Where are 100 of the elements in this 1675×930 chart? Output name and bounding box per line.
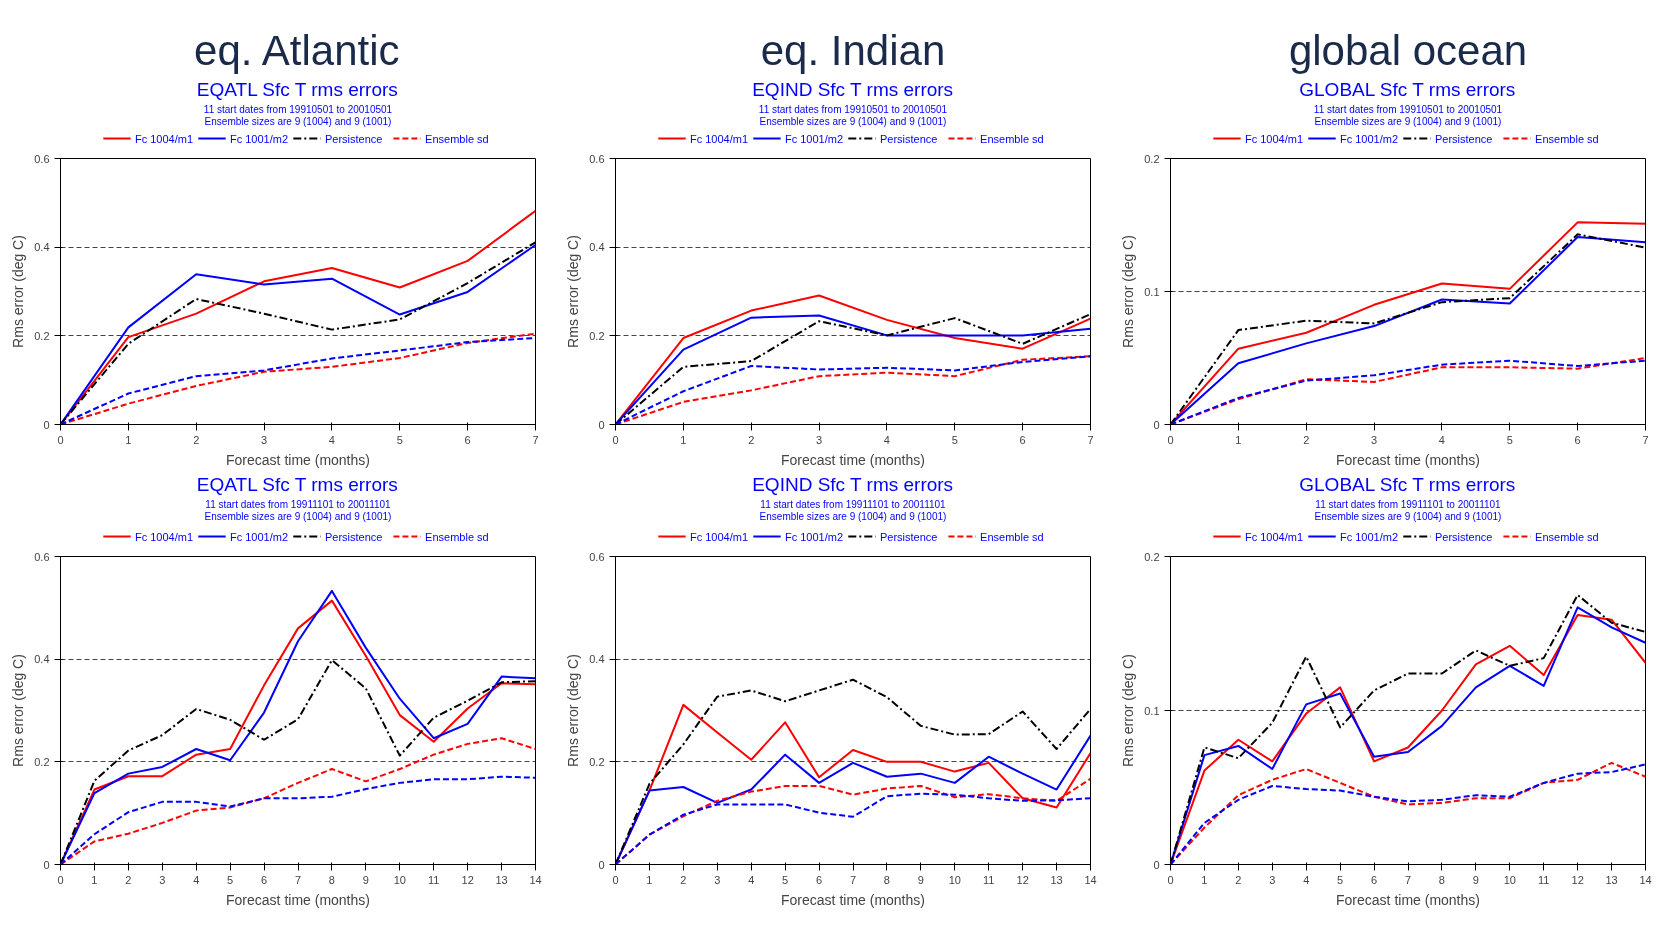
chart-title: EQATL Sfc T rms errors bbox=[196, 79, 398, 100]
x-tick-label: 7 bbox=[294, 873, 302, 886]
x-tick-label: 11 bbox=[1538, 873, 1550, 886]
chart-title: EQATL Sfc T rms errors bbox=[196, 474, 398, 495]
x-tick-label: 2 bbox=[680, 873, 687, 886]
chart-subtitle: 11 start dates from 19910501 to 20010501 Ensemble sizes are 9 (1004) and 9 (1001) bbox=[203, 104, 393, 127]
legend-label: Persistence bbox=[879, 530, 938, 543]
x-tick-label: 3 bbox=[1269, 873, 1276, 886]
x-tick-label: 4 bbox=[328, 433, 335, 446]
x-tick-label: 14 bbox=[529, 873, 542, 886]
x-tick-label: 5 bbox=[951, 433, 958, 446]
y-tick-label: 0.4 bbox=[589, 653, 605, 666]
x-axis-title: Forecast time (months) bbox=[781, 891, 925, 908]
x-tick-label: 11 bbox=[983, 873, 995, 886]
y-axis-title: Rms error (deg C) bbox=[565, 654, 582, 767]
y-tick-label: 0.6 bbox=[34, 152, 50, 165]
text: eq. Atlantic bbox=[194, 27, 400, 74]
legend-label: Fc 1001/m2 bbox=[784, 132, 844, 145]
x-tick-label: 5 bbox=[782, 873, 789, 886]
chart-subtitle: 11 start dates from 19911101 to 20011101 Ensemble sizes are 9 (1004) and 9 (1001) bbox=[1314, 499, 1502, 522]
y-axis-title: Rms error (deg C) bbox=[10, 235, 27, 348]
x-tick-label: 10 bbox=[948, 873, 961, 886]
legend-label: Fc 1004/m1 bbox=[134, 132, 194, 145]
text: global ocean bbox=[1288, 27, 1528, 74]
x-tick-label: 1 bbox=[125, 433, 132, 446]
legend-label: Ensemble sd bbox=[1535, 530, 1599, 543]
x-tick-label: 1 bbox=[91, 873, 98, 886]
x-tick-label: 5 bbox=[1506, 433, 1513, 446]
x-tick-label: 3 bbox=[1371, 433, 1378, 446]
x-tick-label: 1 bbox=[1235, 433, 1242, 446]
x-tick-label: 4 bbox=[748, 873, 755, 886]
x-tick-label: 2 bbox=[1235, 873, 1242, 886]
x-tick-label: 2 bbox=[193, 433, 200, 446]
y-tick-label: 0.4 bbox=[34, 241, 50, 254]
y-tick-label: 0.2 bbox=[1144, 152, 1160, 165]
y-tick-label: 0 bbox=[1153, 858, 1160, 871]
x-tick-label: 4 bbox=[883, 433, 890, 446]
x-tick-label: 5 bbox=[396, 433, 403, 446]
x-tick-label: 9 bbox=[362, 873, 369, 886]
legend-label: Fc 1004/m1 bbox=[134, 530, 194, 543]
legend-label: Ensemble sd bbox=[1535, 132, 1599, 145]
y-tick-label: 0.6 bbox=[34, 550, 50, 563]
y-tick-label: 0.2 bbox=[589, 755, 605, 768]
y-tick-label: 0 bbox=[598, 858, 605, 871]
legend-label: Fc 1001/m2 bbox=[229, 530, 289, 543]
legend-label: Ensemble sd bbox=[980, 132, 1044, 145]
x-tick-label: 0 bbox=[612, 873, 619, 886]
y-tick-label: 0 bbox=[598, 418, 605, 431]
x-tick-label: 10 bbox=[393, 873, 406, 886]
y-tick-label: 0 bbox=[1153, 418, 1160, 431]
chart-title: EQIND Sfc T rms errors bbox=[752, 474, 954, 495]
x-tick-label: 1 bbox=[680, 433, 687, 446]
y-tick-label: 0.2 bbox=[1144, 550, 1160, 563]
x-tick-label: 11 bbox=[428, 873, 440, 886]
legend-label: Persistence bbox=[879, 132, 938, 145]
legend-label: Fc 1004/m1 bbox=[689, 530, 749, 543]
x-tick-label: 5 bbox=[227, 873, 234, 886]
x-tick-label: 9 bbox=[917, 873, 924, 886]
x-axis-title: Forecast time (months) bbox=[781, 451, 925, 468]
legend-label: Fc 1001/m2 bbox=[1339, 132, 1399, 145]
x-tick-label: 5 bbox=[1337, 873, 1344, 886]
legend-label: Persistence bbox=[324, 132, 383, 145]
chart-subtitle: 11 start dates from 19911101 to 20011101 Ensemble sizes are 9 (1004) and 9 (1001) bbox=[759, 499, 947, 522]
legend-label: Ensemble sd bbox=[980, 530, 1044, 543]
x-tick-label: 14 bbox=[1639, 873, 1652, 886]
x-tick-label: 10 bbox=[1503, 873, 1516, 886]
x-tick-label: 14 bbox=[1084, 873, 1097, 886]
legend-label: Persistence bbox=[1434, 530, 1493, 543]
y-tick-label: 0.2 bbox=[34, 755, 50, 768]
x-tick-label: 0 bbox=[57, 873, 64, 886]
x-tick-label: 7 bbox=[849, 873, 857, 886]
y-tick-label: 0.1 bbox=[1144, 704, 1160, 717]
x-tick-label: 7 bbox=[1087, 433, 1094, 446]
x-axis-title: Forecast time (months) bbox=[1336, 451, 1480, 468]
x-tick-label: 6 bbox=[1574, 433, 1581, 446]
legend-label: Fc 1004/m1 bbox=[689, 132, 749, 145]
y-tick-label: 0.4 bbox=[34, 653, 50, 666]
y-axis-title: Rms error (deg C) bbox=[565, 235, 582, 348]
legend-label: Fc 1004/m1 bbox=[1244, 132, 1304, 145]
y-tick-label: 0.6 bbox=[589, 550, 605, 563]
x-tick-label: 3 bbox=[159, 873, 166, 886]
x-tick-label: 0 bbox=[612, 433, 619, 446]
x-tick-label: 1 bbox=[1201, 873, 1208, 886]
x-tick-label: 3 bbox=[714, 873, 721, 886]
legend-label: Fc 1001/m2 bbox=[229, 132, 289, 145]
x-tick-label: 12 bbox=[461, 873, 474, 886]
x-tick-label: 0 bbox=[1167, 433, 1174, 446]
x-tick-label: 7 bbox=[532, 433, 539, 446]
legend-label: Fc 1004/m1 bbox=[1244, 530, 1304, 543]
x-tick-label: 4 bbox=[1303, 873, 1310, 886]
legend-label: Fc 1001/m2 bbox=[784, 530, 844, 543]
x-tick-label: 3 bbox=[261, 433, 268, 446]
x-axis-title: Forecast time (months) bbox=[1336, 891, 1480, 908]
x-tick-label: 3 bbox=[816, 433, 823, 446]
x-tick-label: 0 bbox=[1167, 873, 1174, 886]
x-tick-label: 4 bbox=[1438, 433, 1445, 446]
y-tick-label: 0.6 bbox=[589, 152, 605, 165]
y-tick-label: 0.2 bbox=[589, 329, 605, 342]
x-tick-label: 0 bbox=[57, 433, 64, 446]
legend-label: Persistence bbox=[1434, 132, 1493, 145]
